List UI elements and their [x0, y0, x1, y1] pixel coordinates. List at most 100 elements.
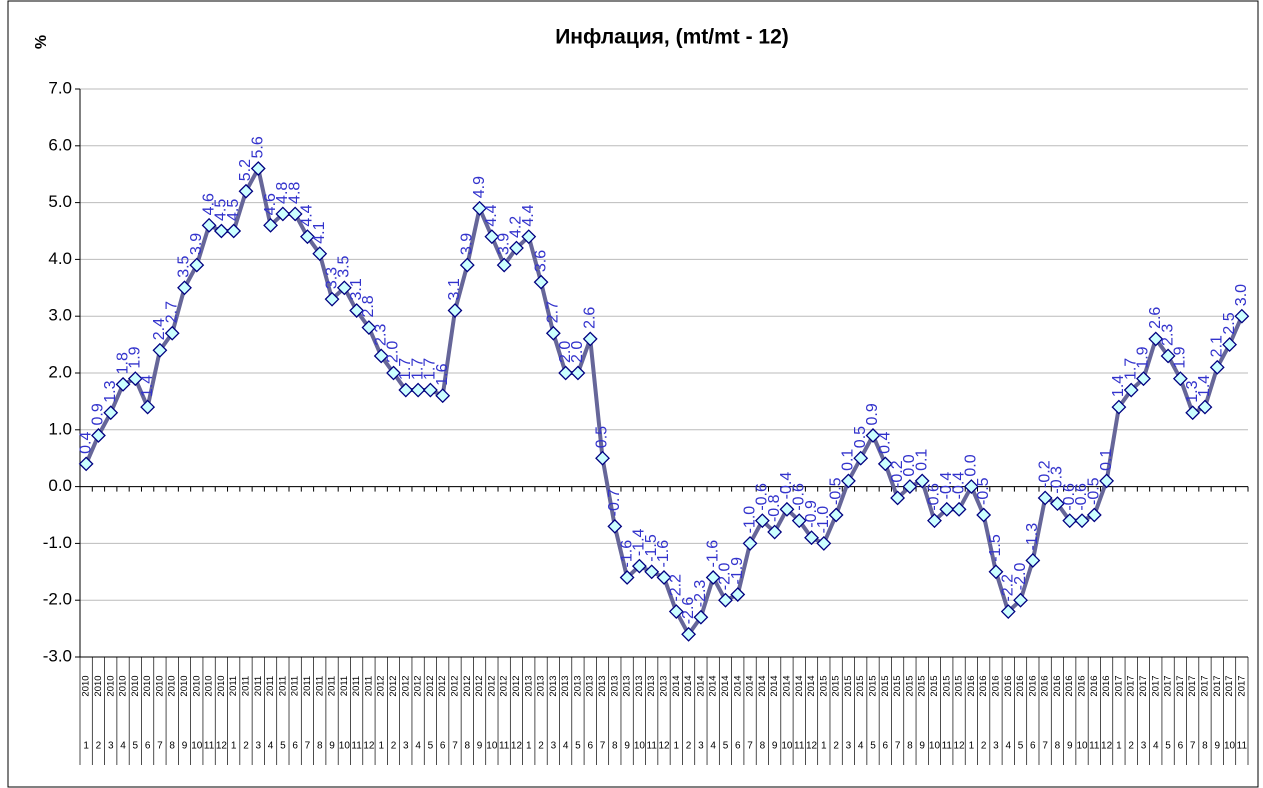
x-tick-year: 2012 [425, 675, 436, 696]
x-tick-month: 6 [440, 741, 446, 752]
data-point [570, 365, 586, 381]
x-tick-month: 11 [647, 741, 658, 752]
x-tick-month: 9 [772, 741, 778, 752]
x-tick-year: 2010 [93, 675, 104, 696]
x-tick-year: 2016 [1040, 675, 1051, 696]
data-point [140, 399, 156, 415]
data-point [804, 530, 819, 546]
data-point [656, 570, 672, 585]
data-label: 1.4 [139, 375, 156, 397]
data-label: 1.7 [422, 358, 439, 380]
data-label: 1.7 [1122, 358, 1139, 380]
x-tick-year: 2015 [843, 675, 854, 696]
data-point [459, 257, 475, 273]
data-point [1111, 399, 1127, 415]
x-tick-month: 3 [255, 741, 261, 752]
x-tick-year: 2015 [831, 675, 842, 696]
x-tick-month: 1 [526, 741, 532, 752]
x-tick-month: 11 [204, 741, 215, 752]
data-point [914, 473, 930, 489]
x-tick-month: 9 [1067, 741, 1073, 752]
data-point [681, 626, 697, 642]
data-label: -2.0 [1012, 563, 1029, 591]
data-label: 1.9 [1172, 346, 1189, 368]
data-point [890, 490, 906, 506]
x-tick-month: 7 [157, 741, 163, 752]
data-label: -1.6 [618, 540, 635, 568]
x-tick-month: 9 [329, 741, 335, 752]
x-tick-year: 2017 [1187, 675, 1198, 696]
x-tick-month: 8 [907, 741, 913, 752]
data-point [951, 501, 967, 517]
x-tick-month: 4 [1153, 741, 1159, 752]
data-point [201, 217, 217, 233]
x-tick-month: 4 [1005, 741, 1011, 752]
data-label: 1.6 [434, 363, 451, 385]
data-point [816, 535, 832, 551]
x-tick-month: 5 [133, 741, 139, 752]
data-label: 4.4 [483, 204, 500, 226]
y-tick-label: 7.0 [48, 78, 72, 97]
x-tick-year: 2015 [868, 675, 879, 696]
data-point [1234, 308, 1250, 324]
data-point [164, 325, 180, 341]
data-label: 3.9 [459, 233, 476, 255]
x-tick-month: 10 [191, 741, 203, 752]
x-tick-year: 2017 [1150, 675, 1161, 696]
x-tick-year: 2017 [1236, 675, 1247, 696]
data-label: -1.0 [741, 506, 758, 534]
data-point [963, 479, 979, 495]
x-tick-month: 1 [378, 741, 384, 752]
data-label: 4.6 [200, 193, 217, 215]
x-tick-month: 8 [1202, 741, 1208, 752]
x-tick-year: 2010 [167, 675, 178, 696]
x-tick-year: 2014 [695, 675, 706, 696]
data-point [533, 274, 549, 290]
x-tick-year: 2011 [277, 676, 288, 696]
x-tick-year: 2010 [216, 675, 227, 696]
x-tick-month: 8 [1055, 741, 1061, 752]
data-label: 4.8 [286, 182, 303, 204]
data-label: -0.9 [803, 500, 820, 528]
x-tick-year: 2016 [1101, 675, 1112, 696]
data-label: 1.3 [1184, 380, 1201, 402]
x-tick-year: 2013 [646, 675, 657, 696]
x-tick-month: 10 [339, 741, 351, 752]
x-tick-year: 2011 [290, 676, 301, 696]
data-label: 3.6 [532, 250, 549, 272]
x-tick-year: 2014 [671, 675, 682, 696]
data-point [976, 507, 992, 523]
x-tick-year: 2015 [818, 675, 829, 696]
data-label: -0.4 [778, 472, 795, 500]
x-tick-year: 2013 [536, 675, 547, 696]
x-tick-month: 12 [216, 741, 228, 752]
data-point [410, 382, 426, 398]
x-tick-month: 2 [1128, 741, 1134, 752]
x-tick-year: 2016 [1064, 675, 1075, 696]
data-label: -0.6 [1061, 483, 1078, 511]
data-label: 2.5 [1221, 312, 1238, 334]
data-point [1148, 331, 1164, 347]
data-point [324, 291, 340, 307]
x-tick-year: 2012 [499, 675, 510, 696]
x-tick-year: 2013 [560, 675, 571, 696]
data-label: 2.4 [151, 318, 168, 340]
x-tick-year: 2013 [659, 675, 670, 696]
data-point [558, 365, 574, 381]
x-tick-year: 2014 [708, 675, 719, 696]
x-tick-month: 4 [268, 741, 274, 752]
data-label: 0.9 [90, 403, 107, 425]
x-tick-year: 2014 [732, 675, 743, 696]
x-tick-year: 2014 [683, 675, 694, 696]
data-label: -0.6 [926, 483, 943, 511]
y-tick-label: 5.0 [48, 192, 72, 211]
chart-frame [7, 0, 1259, 788]
x-tick-year: 2015 [892, 675, 903, 696]
data-point [287, 206, 303, 222]
x-tick-year: 2014 [720, 675, 731, 696]
data-point [386, 365, 401, 381]
x-tick-month: 7 [600, 741, 606, 752]
x-tick-month: 8 [465, 741, 471, 752]
data-point [1160, 348, 1176, 364]
